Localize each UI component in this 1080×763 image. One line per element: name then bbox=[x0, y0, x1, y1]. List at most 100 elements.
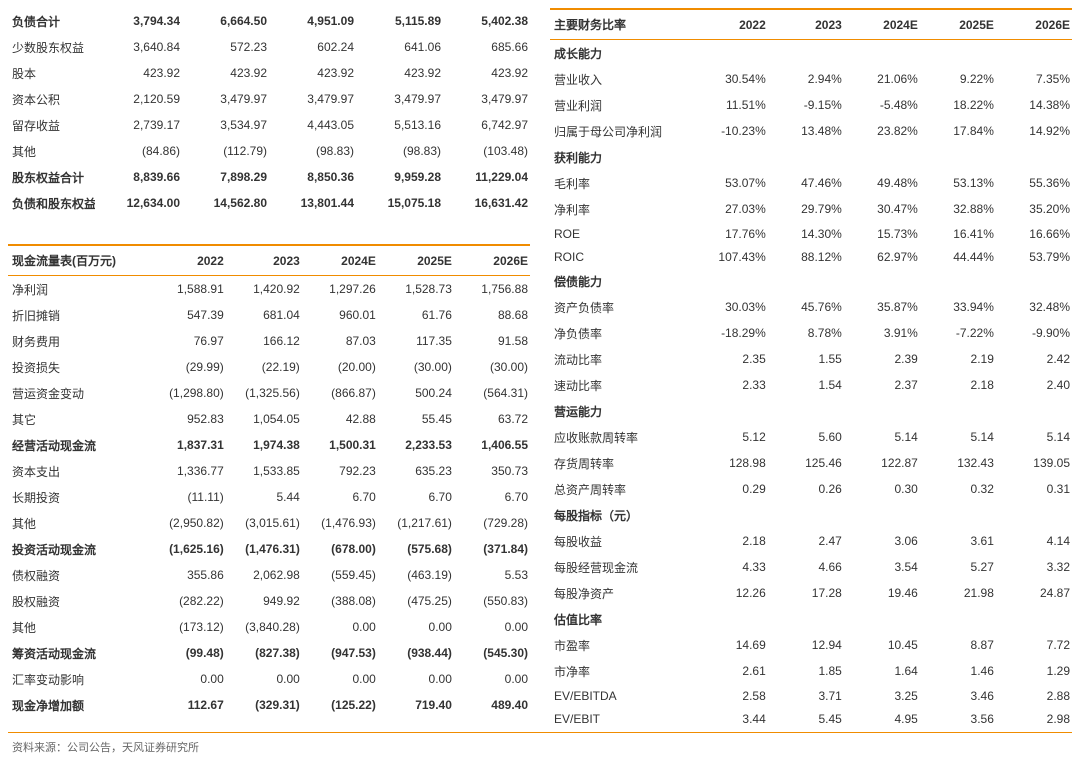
cell-value: 1.54 bbox=[768, 372, 844, 398]
row-label: 其他 bbox=[8, 138, 95, 164]
cell-value: (112.79) bbox=[182, 138, 269, 164]
cell-value: 3,479.97 bbox=[269, 86, 356, 112]
cell-value: (866.87) bbox=[302, 380, 378, 406]
cell-value: 12,634.00 bbox=[95, 190, 182, 216]
row-label: 负债合计 bbox=[8, 8, 95, 34]
cell-value: 76.97 bbox=[150, 328, 226, 354]
cell-value: (1,476.93) bbox=[302, 510, 378, 536]
cell-value: 6.70 bbox=[454, 484, 530, 510]
cell-value: 27.03% bbox=[692, 196, 768, 222]
cell-value: 0.26 bbox=[768, 476, 844, 502]
cell-value: 1,500.31 bbox=[302, 432, 378, 458]
cell-value: 17.28 bbox=[768, 580, 844, 606]
cell-value: 7,898.29 bbox=[182, 164, 269, 190]
cell-value: 0.00 bbox=[150, 666, 226, 692]
row-label: 营业收入 bbox=[550, 66, 692, 92]
cell-value: 1,528.73 bbox=[378, 276, 454, 303]
cell-value: 960.01 bbox=[302, 302, 378, 328]
cell-value: 2,062.98 bbox=[226, 562, 302, 588]
cell-value: 12.94 bbox=[768, 632, 844, 658]
cell-value: (30.00) bbox=[454, 354, 530, 380]
cell-value: (575.68) bbox=[378, 536, 454, 562]
cell-value: 3.91% bbox=[844, 320, 920, 346]
row-label: 每股经营现金流 bbox=[550, 554, 692, 580]
cell-value: 3.25 bbox=[844, 684, 920, 707]
cell-value: 29.79% bbox=[768, 196, 844, 222]
cell-value: (1,625.16) bbox=[150, 536, 226, 562]
row-label: 应收账款周转率 bbox=[550, 424, 692, 450]
cell-value: 1.46 bbox=[920, 658, 996, 684]
cell-value: 1.64 bbox=[844, 658, 920, 684]
col-header-year: 2026E bbox=[454, 245, 530, 276]
cell-value: 6,742.97 bbox=[443, 112, 530, 138]
cell-value: 1.85 bbox=[768, 658, 844, 684]
cell-value: 166.12 bbox=[226, 328, 302, 354]
cell-value: 107.43% bbox=[692, 245, 768, 268]
col-header-year: 2024E bbox=[844, 9, 920, 40]
cell-value: 3,640.84 bbox=[95, 34, 182, 60]
cell-value: 635.23 bbox=[378, 458, 454, 484]
section-label: 估值比率 bbox=[550, 606, 1072, 632]
cell-value: 3.32 bbox=[996, 554, 1072, 580]
cell-value: 0.00 bbox=[378, 666, 454, 692]
cell-value: 4.95 bbox=[844, 707, 920, 730]
row-label: 速动比率 bbox=[550, 372, 692, 398]
cell-value: 2,739.17 bbox=[95, 112, 182, 138]
row-label: 归属于母公司净利润 bbox=[550, 118, 692, 144]
cell-value: 21.06% bbox=[844, 66, 920, 92]
cell-value: 3,479.97 bbox=[182, 86, 269, 112]
row-label: 每股净资产 bbox=[550, 580, 692, 606]
cell-value: 1.29 bbox=[996, 658, 1072, 684]
row-label: 负债和股东权益总计 bbox=[8, 190, 95, 216]
cell-value: 5.53 bbox=[454, 562, 530, 588]
cell-value: 0.00 bbox=[454, 666, 530, 692]
cell-value: 5.27 bbox=[920, 554, 996, 580]
cell-value: 44.44% bbox=[920, 245, 996, 268]
cell-value: 2.18 bbox=[692, 528, 768, 554]
cell-value: 14.69 bbox=[692, 632, 768, 658]
cell-value: 8,839.66 bbox=[95, 164, 182, 190]
cell-value: 30.03% bbox=[692, 294, 768, 320]
cell-value: (475.25) bbox=[378, 588, 454, 614]
row-label: 净利率 bbox=[550, 196, 692, 222]
cell-value: 423.92 bbox=[182, 60, 269, 86]
row-label: 长期投资 bbox=[8, 484, 150, 510]
cell-value: 8.87 bbox=[920, 632, 996, 658]
cell-value: 24.87 bbox=[996, 580, 1072, 606]
cell-value: -7.22% bbox=[920, 320, 996, 346]
cell-value: 91.58 bbox=[454, 328, 530, 354]
row-label: 资本支出 bbox=[8, 458, 150, 484]
financial-tables-container: 负债合计3,794.346,664.504,951.095,115.895,40… bbox=[8, 8, 1072, 730]
cell-value: 8.78% bbox=[768, 320, 844, 346]
cell-value: 949.92 bbox=[226, 588, 302, 614]
row-label: 股东权益合计 bbox=[8, 164, 95, 190]
cell-value: 53.13% bbox=[920, 170, 996, 196]
cell-value: 2.58 bbox=[692, 684, 768, 707]
cell-value: 2.42 bbox=[996, 346, 1072, 372]
cell-value: (103.48) bbox=[443, 138, 530, 164]
cell-value: 423.92 bbox=[356, 60, 443, 86]
cell-value: (463.19) bbox=[378, 562, 454, 588]
cell-value: (282.22) bbox=[150, 588, 226, 614]
cell-value: (98.83) bbox=[356, 138, 443, 164]
cell-value: (559.45) bbox=[302, 562, 378, 588]
cell-value: 5.60 bbox=[768, 424, 844, 450]
cell-value: (550.83) bbox=[454, 588, 530, 614]
cell-value: 0.00 bbox=[302, 614, 378, 640]
cell-value: 2.39 bbox=[844, 346, 920, 372]
cell-value: 5,115.89 bbox=[356, 8, 443, 34]
cell-value: 14.38% bbox=[996, 92, 1072, 118]
row-label: 净负债率 bbox=[550, 320, 692, 346]
section-label: 获利能力 bbox=[550, 144, 1072, 170]
cell-value: 3.71 bbox=[768, 684, 844, 707]
cell-value: (947.53) bbox=[302, 640, 378, 666]
cell-value: 5.14 bbox=[920, 424, 996, 450]
row-label: 市净率 bbox=[550, 658, 692, 684]
cell-value: (729.28) bbox=[454, 510, 530, 536]
cell-value: (388.08) bbox=[302, 588, 378, 614]
cell-value: 3,534.97 bbox=[182, 112, 269, 138]
cell-value: 4.33 bbox=[692, 554, 768, 580]
row-label: 债权融资 bbox=[8, 562, 150, 588]
cell-value: 9,959.28 bbox=[356, 164, 443, 190]
cell-value: 1.55 bbox=[768, 346, 844, 372]
